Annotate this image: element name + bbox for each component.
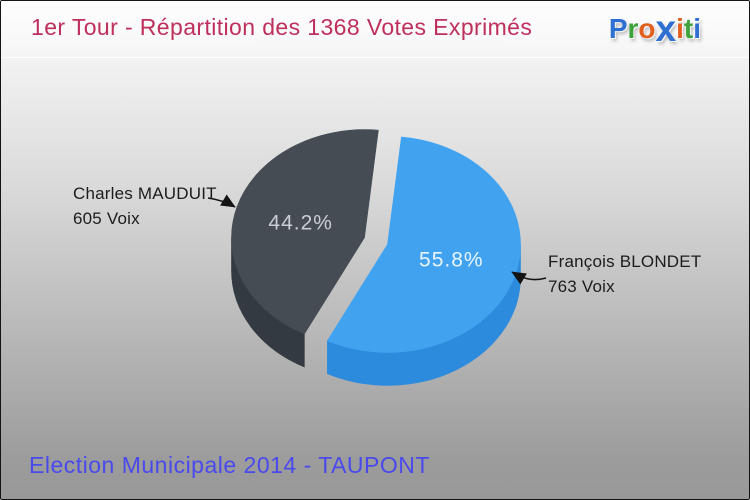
callout-arrow: [511, 271, 547, 285]
logo-letter-3: x: [655, 8, 677, 49]
candidate-name: Charles MAUDUIT: [73, 184, 217, 203]
candidate-votes: 605 Voix: [73, 209, 140, 228]
pie-slice-top: [231, 129, 379, 335]
callout-arrows: [207, 194, 547, 285]
logo-letter-5: t: [683, 13, 694, 44]
logo-letter-6: i: [693, 13, 701, 44]
logo-letter-4: i: [676, 13, 684, 44]
proxiti-logo: Proxiti: [609, 9, 701, 49]
pie-slices: [231, 129, 521, 386]
candidate-name: François BLONDET: [548, 252, 702, 271]
logo-letter-0: P: [608, 13, 628, 44]
logo-letter-1: r: [627, 13, 639, 44]
callout-arrow: [207, 194, 236, 208]
candidate-callout: François BLONDET 763 Voix: [548, 249, 701, 299]
header-bar: 1er Tour - Répartition des 1368 Votes Ex…: [1, 1, 749, 58]
logo-letter-2: o: [638, 13, 656, 44]
candidate-callout: Charles MAUDUIT 605 Voix: [73, 181, 217, 231]
percent-labels: 55.8% 44.2%: [268, 211, 484, 272]
footer-caption: Election Municipale 2014 - TAUPONT: [29, 452, 430, 478]
percent-label: 55.8%: [419, 249, 484, 272]
chart-title: 1er Tour - Répartition des 1368 Votes Ex…: [31, 14, 533, 40]
candidate-votes: 763 Voix: [548, 277, 615, 296]
percent-label: 44.2%: [268, 211, 333, 234]
